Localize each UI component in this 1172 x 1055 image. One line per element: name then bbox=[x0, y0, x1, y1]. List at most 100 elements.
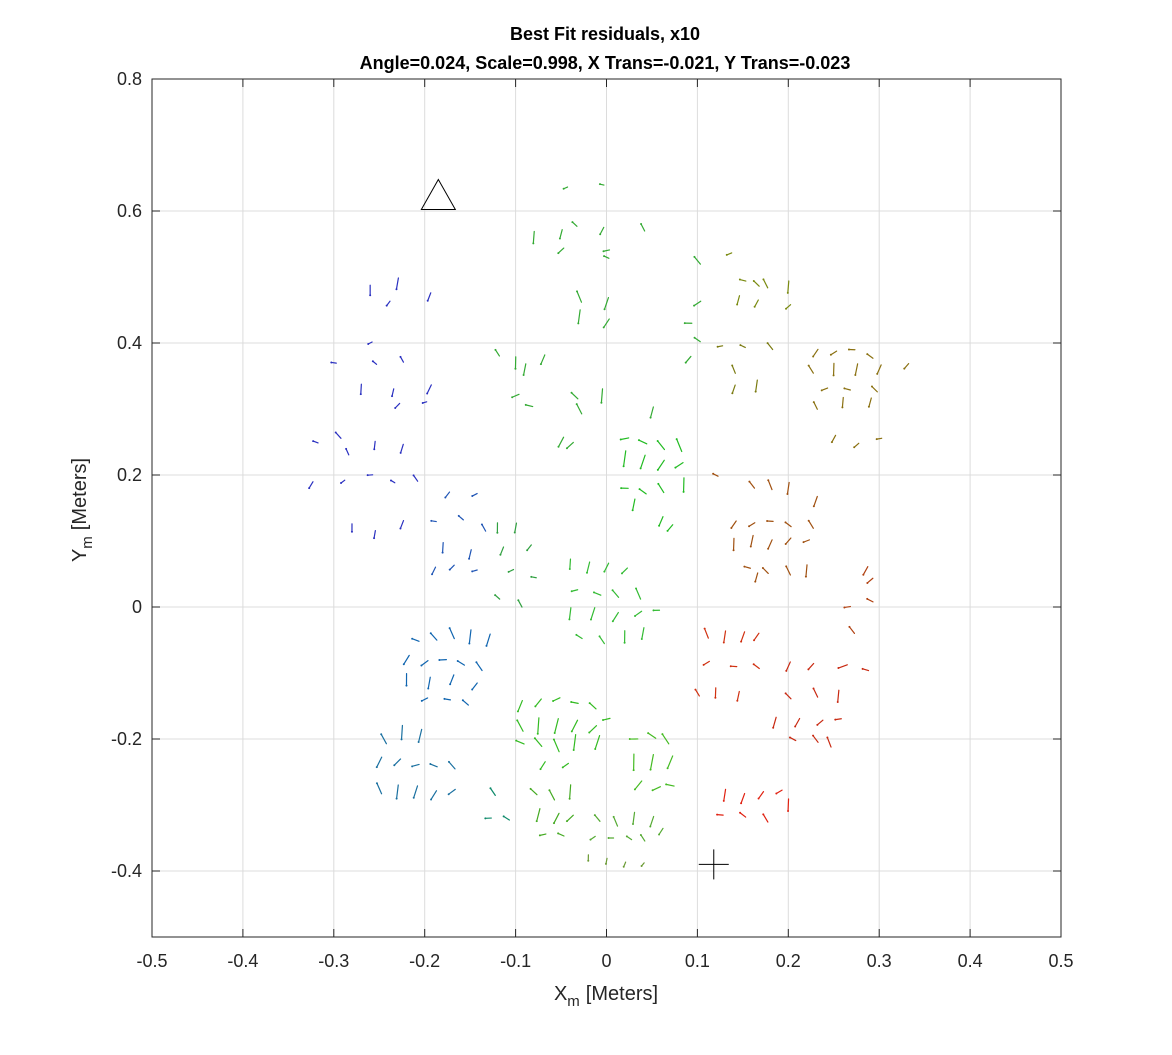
residual-vector-head bbox=[836, 700, 839, 703]
residual-vector bbox=[831, 434, 837, 443]
residual-vector bbox=[634, 610, 643, 617]
residual-vector-head bbox=[622, 865, 625, 868]
residual-vector-head bbox=[731, 364, 734, 367]
residual-vector-head bbox=[632, 769, 635, 772]
residual-vector-head bbox=[693, 336, 696, 339]
residual-vector-head bbox=[395, 797, 398, 800]
residual-vector bbox=[573, 733, 577, 751]
residual-vector bbox=[866, 598, 874, 603]
residual-vector-head bbox=[847, 348, 850, 351]
residual-vector bbox=[808, 365, 814, 374]
residual-vector-head bbox=[876, 372, 879, 375]
residual-vector-head bbox=[753, 305, 756, 308]
residual-vector bbox=[412, 474, 419, 482]
residual-vector-head bbox=[638, 488, 641, 491]
residual-vector-head bbox=[788, 736, 791, 739]
residual-vector bbox=[657, 483, 665, 494]
residual-vector-head bbox=[637, 439, 640, 442]
residual-vector-head bbox=[812, 355, 815, 358]
residual-vector bbox=[740, 631, 746, 643]
residual-vector-head bbox=[553, 731, 556, 734]
residual-vector-head bbox=[570, 730, 573, 733]
residual-vector bbox=[784, 521, 792, 528]
residual-vector-head bbox=[380, 733, 383, 736]
residual-vector-head bbox=[854, 373, 857, 376]
x-tick-label: -0.3 bbox=[318, 951, 349, 971]
residual-vector-head bbox=[340, 482, 343, 485]
residual-vector bbox=[394, 402, 401, 409]
residual-vector-head bbox=[475, 661, 478, 664]
residual-vector bbox=[577, 309, 581, 324]
residual-vector-head bbox=[395, 288, 398, 291]
residual-vector bbox=[693, 300, 702, 307]
y-tick-label: 0 bbox=[132, 597, 142, 617]
residual-vector-head bbox=[649, 825, 652, 828]
residual-vector bbox=[611, 589, 620, 598]
residual-vector-head bbox=[693, 255, 696, 258]
residual-vector bbox=[568, 607, 572, 621]
triangle-marker bbox=[420, 178, 457, 210]
residual-vector bbox=[634, 780, 643, 790]
residual-vector-head bbox=[784, 521, 787, 524]
residual-vector-head bbox=[430, 519, 433, 522]
residual-vector-head bbox=[588, 702, 591, 705]
residual-vector bbox=[594, 735, 601, 750]
residual-vector bbox=[666, 755, 674, 769]
residual-vector-head bbox=[603, 255, 606, 258]
residual-vector bbox=[566, 814, 574, 822]
residual-vector-head bbox=[598, 183, 601, 186]
residual-vector bbox=[603, 318, 610, 329]
residual-vector bbox=[762, 567, 769, 575]
residual-vector bbox=[494, 594, 501, 600]
residual-vector-head bbox=[649, 768, 652, 771]
residual-vector bbox=[613, 816, 619, 827]
residual-vector bbox=[576, 403, 583, 415]
residual-vector bbox=[794, 717, 801, 728]
residual-vector-head bbox=[647, 732, 650, 735]
residual-vector-head bbox=[429, 632, 432, 635]
residual-vector-head bbox=[589, 618, 592, 621]
residual-vector-head bbox=[526, 549, 529, 552]
residual-vector bbox=[848, 626, 856, 634]
residual-vector bbox=[620, 437, 630, 441]
residual-vector bbox=[657, 459, 665, 471]
residual-vector-head bbox=[829, 353, 832, 356]
residual-vector-head bbox=[743, 565, 746, 568]
residual-vector bbox=[534, 737, 543, 747]
residual-vector-head bbox=[369, 294, 372, 297]
residual-vector bbox=[468, 549, 472, 560]
residual-vector-head bbox=[412, 796, 415, 799]
residual-vector bbox=[730, 520, 737, 529]
residual-vector-head bbox=[830, 441, 833, 444]
residual-vector bbox=[489, 787, 496, 796]
residual-vector-head bbox=[794, 725, 797, 728]
residual-vector-head bbox=[411, 637, 414, 640]
residual-vector-head bbox=[548, 789, 551, 792]
residual-vector bbox=[427, 676, 431, 690]
residual-vector-head bbox=[716, 345, 719, 348]
residual-vector bbox=[862, 566, 869, 576]
residual-vector bbox=[743, 565, 751, 569]
residual-vector bbox=[757, 791, 765, 800]
residual-vector bbox=[537, 717, 540, 735]
residual-vector-head bbox=[761, 566, 764, 569]
residual-vector-head bbox=[575, 633, 578, 636]
residual-vector-head bbox=[539, 768, 542, 771]
x-tick-label: -0.2 bbox=[409, 951, 440, 971]
residual-vector-head bbox=[861, 667, 864, 670]
residual-vector bbox=[471, 682, 478, 691]
residual-vector bbox=[603, 562, 610, 573]
residual-vector bbox=[431, 566, 437, 575]
residual-vector bbox=[786, 481, 790, 495]
residual-vector bbox=[534, 698, 542, 708]
residual-vector-head bbox=[557, 832, 560, 835]
residual-vector-head bbox=[752, 279, 755, 282]
residual-vector bbox=[345, 448, 350, 456]
residual-vector-head bbox=[516, 719, 519, 722]
residual-vector-head bbox=[848, 625, 851, 628]
residual-vector bbox=[693, 337, 701, 343]
residual-vector bbox=[449, 627, 455, 640]
residual-vector bbox=[393, 758, 402, 766]
residual-vector bbox=[802, 539, 811, 543]
residual-vector bbox=[308, 481, 314, 489]
